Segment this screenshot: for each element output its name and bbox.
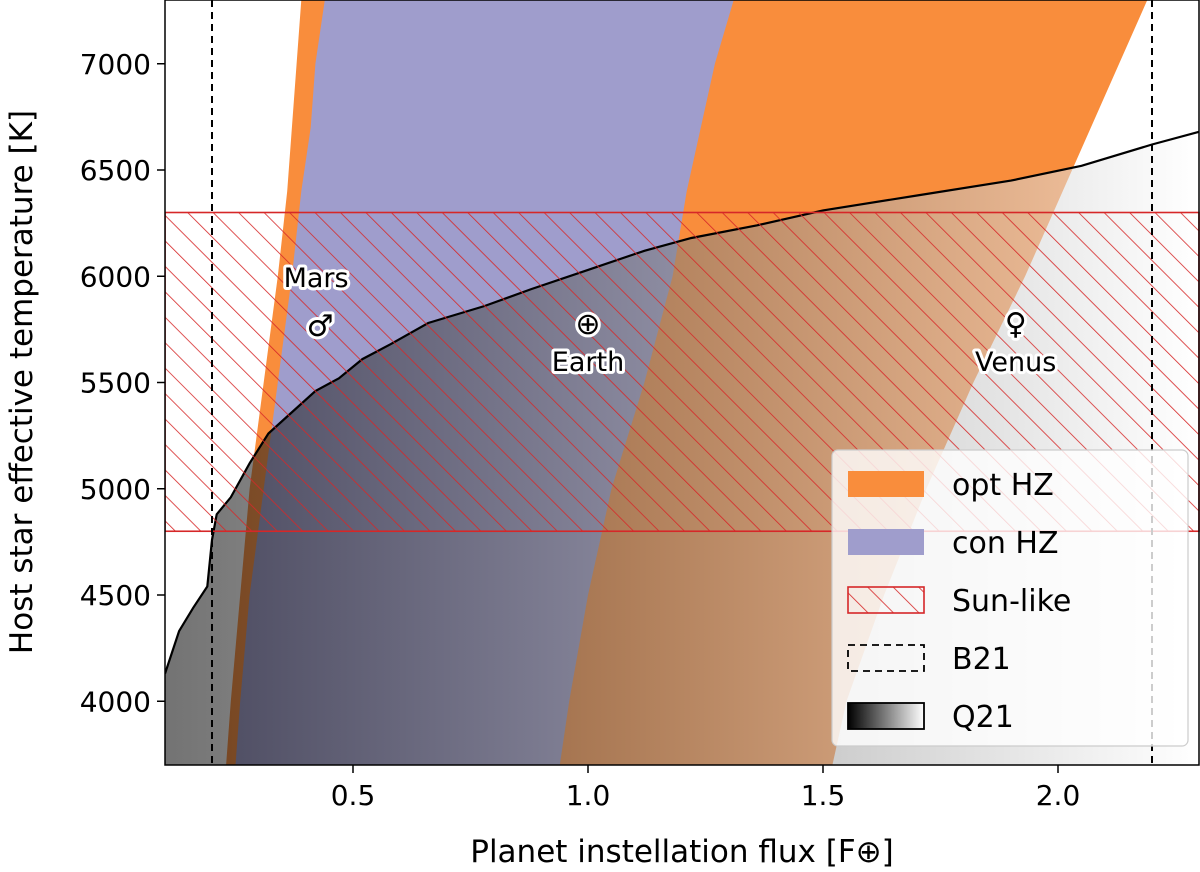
y-tick-label: 5000 xyxy=(80,473,151,506)
legend-label-b21: B21 xyxy=(952,642,1011,677)
planet-label: Venus xyxy=(975,347,1056,378)
planet-annotations: ♂ Mars ⊕ Earth ♀ Venus xyxy=(281,260,1060,381)
y-tick-label: 6000 xyxy=(80,260,151,293)
planet-label: Mars xyxy=(284,263,349,294)
y-axis-ticks: 4000 4500 5000 5500 6000 6500 7000 xyxy=(80,48,165,718)
y-tick-label: 4000 xyxy=(80,685,151,718)
legend-swatch-sun xyxy=(847,586,925,614)
legend-frame xyxy=(831,449,1189,747)
y-tick-label: 5500 xyxy=(80,367,151,400)
legend-label-opt: opt HZ xyxy=(952,468,1054,503)
planet-symbol: ♀ xyxy=(1005,307,1027,342)
y-axis-label: Host star effective temperature [K] xyxy=(4,110,40,654)
y-tick-label: 7000 xyxy=(80,48,151,81)
x-tick-label: 0.5 xyxy=(331,779,376,812)
x-axis-label: Planet instellation flux [F⊕] xyxy=(470,834,894,870)
x-axis-ticks: 0.5 1.0 1.5 2.0 xyxy=(331,765,1081,812)
y-tick-label: 6500 xyxy=(80,154,151,187)
x-tick-label: 1.0 xyxy=(566,779,611,812)
legend-swatch-b21 xyxy=(847,644,925,672)
planet-label: Earth xyxy=(552,347,624,378)
planet-symbol: ♂ xyxy=(307,309,334,344)
legend-label-q21: Q21 xyxy=(952,700,1014,735)
x-tick-label: 1.5 xyxy=(801,779,846,812)
legend-swatch-opt xyxy=(848,471,924,497)
legend-swatch-con xyxy=(848,529,924,555)
y-tick-label: 4500 xyxy=(80,579,151,612)
legend-label-con: con HZ xyxy=(952,526,1059,561)
planet-symbol: ⊕ xyxy=(575,307,600,342)
legend: opt HZ con HZ Sun-like B21 Q21 xyxy=(831,449,1189,747)
legend-swatch-q21 xyxy=(847,702,925,730)
legend-label-sun: Sun-like xyxy=(952,584,1071,619)
x-tick-label: 2.0 xyxy=(1036,779,1081,812)
